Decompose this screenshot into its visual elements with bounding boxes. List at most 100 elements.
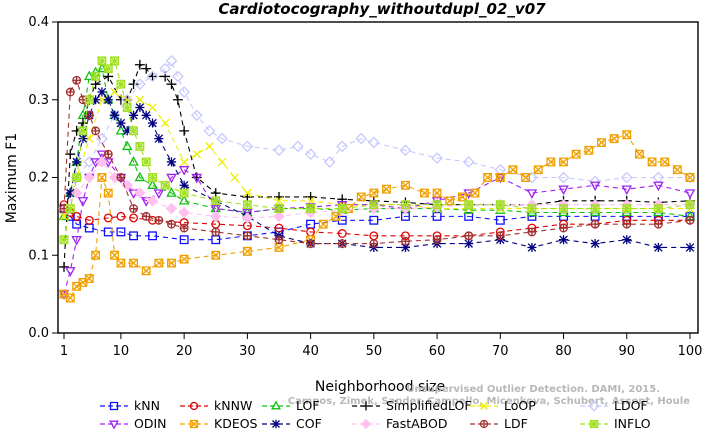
data-point: [192, 149, 202, 159]
data-point: [116, 227, 126, 237]
x-tick-label: 100: [678, 344, 702, 359]
data-point: [653, 242, 663, 253]
data-point: [634, 149, 644, 159]
data-point: [72, 157, 82, 167]
data-point: [179, 254, 189, 264]
data-point: [72, 75, 82, 85]
data-point: [559, 157, 568, 167]
data-point: [355, 132, 368, 145]
data-point: [91, 71, 101, 81]
data-point: [622, 219, 632, 229]
data-point: [620, 171, 633, 184]
legend-label: LoOP: [504, 398, 536, 413]
data-point: [171, 70, 184, 83]
watermark-line-1: Unsupervised Outlier Detection. DAMI, 20…: [406, 384, 660, 395]
data-point: [685, 242, 695, 253]
data-point: [172, 94, 183, 105]
data-point: [134, 171, 146, 182]
data-point: [495, 231, 505, 241]
data-point: [166, 187, 177, 197]
data-point: [464, 200, 474, 210]
data-point: [134, 59, 145, 70]
data-point: [178, 166, 190, 176]
data-point: [356, 192, 366, 202]
data-point: [134, 78, 146, 91]
data-point: [419, 188, 429, 198]
y-axis-label: Maximum F1: [4, 133, 20, 223]
data-point: [684, 189, 696, 199]
data-point: [128, 79, 139, 90]
data-point: [147, 118, 158, 128]
data-point: [141, 266, 151, 276]
data-point: [178, 194, 190, 205]
x-tick-label: 1: [60, 344, 68, 359]
data-point: [147, 179, 158, 189]
data-point: [432, 235, 442, 245]
data-point: [470, 188, 480, 198]
legend-entry-kdeos: KDEOS: [180, 416, 258, 431]
series-line: [63, 153, 691, 295]
data-point: [65, 293, 75, 303]
data-point: [304, 148, 317, 161]
data-point: [401, 236, 410, 246]
data-point: [103, 149, 113, 159]
data-point: [154, 134, 164, 144]
series-line: [63, 67, 691, 217]
data-point: [84, 95, 94, 105]
data-point: [191, 173, 203, 184]
legend-entry-odin: ODIN: [100, 416, 167, 431]
data-point: [323, 156, 336, 168]
data-point: [129, 258, 139, 268]
data-point: [65, 267, 76, 277]
data-point: [167, 219, 176, 229]
data-point: [685, 173, 695, 182]
data-point: [495, 173, 506, 184]
series-line: [63, 91, 690, 217]
data-point: [557, 171, 570, 184]
data-point: [230, 173, 239, 182]
data-point: [401, 180, 410, 190]
x-axis: 1 10 20 30 40 50 60 70 80 90 100: [60, 333, 702, 359]
data-point: [400, 242, 411, 253]
data-point: [242, 208, 253, 219]
data-point: [584, 145, 594, 155]
data-point: [546, 157, 556, 167]
data-point: [148, 103, 157, 112]
data-point: [241, 212, 254, 224]
legend-label: COF: [296, 416, 322, 431]
legend-label: KDEOS: [214, 416, 258, 431]
data-point: [495, 200, 505, 210]
data-point: [153, 189, 165, 199]
x-tick-label: 10: [113, 344, 130, 359]
data-point: [141, 211, 151, 221]
legend-label: ODIN: [134, 416, 167, 431]
data-point: [72, 211, 82, 221]
series-layer: [58, 55, 696, 303]
data-point: [653, 181, 664, 192]
data-point: [97, 56, 107, 66]
data-point: [72, 173, 82, 182]
data-point: [134, 187, 146, 199]
data-point: [399, 144, 412, 157]
legend-entry-loop: LoOP: [470, 398, 536, 413]
legend-entry-ldof: LDOF: [580, 398, 648, 413]
data-point: [129, 204, 139, 214]
data-point: [109, 401, 119, 411]
data-point: [369, 215, 379, 225]
data-point: [128, 110, 139, 120]
data-point: [148, 231, 157, 241]
data-point: [369, 188, 379, 198]
data-point: [210, 204, 222, 215]
data-point: [110, 110, 120, 120]
data-point: [495, 204, 506, 214]
legend-entry-knnw: kNNW: [180, 398, 252, 413]
data-point: [479, 419, 489, 429]
data-point: [464, 231, 474, 241]
data-point: [431, 152, 443, 164]
legend-label: LDF: [504, 416, 528, 431]
data-point: [203, 124, 216, 137]
data-point: [71, 236, 82, 246]
data-point: [116, 211, 126, 221]
legend-label: kNNW: [214, 398, 252, 413]
data-point: [78, 126, 88, 136]
